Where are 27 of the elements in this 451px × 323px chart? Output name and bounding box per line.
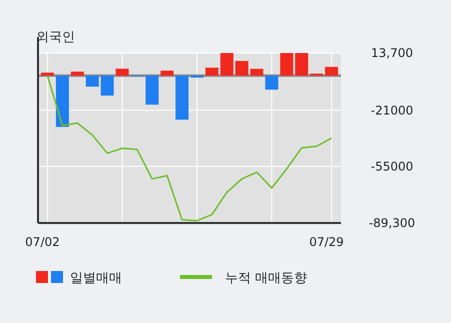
y-tick-label: -21000	[370, 103, 414, 118]
chart-title: 외국인	[36, 30, 75, 45]
bar	[235, 60, 248, 76]
bar	[40, 72, 54, 76]
bar	[295, 53, 308, 76]
bar	[250, 68, 264, 76]
legend-label: 누적 매매동향	[225, 271, 308, 286]
bar	[116, 68, 129, 76]
bar	[220, 53, 234, 76]
bar	[70, 72, 84, 76]
y-tick-label: -89,300	[368, 216, 416, 230]
y-tick-label: -55000	[370, 159, 414, 174]
bar	[160, 70, 174, 76]
bar	[100, 76, 114, 96]
bar	[265, 76, 278, 90]
bar	[325, 66, 338, 76]
bar	[146, 76, 159, 105]
legend-label: 일별매매	[70, 271, 122, 286]
bar	[280, 53, 294, 76]
line-series	[46, 74, 332, 222]
bar	[86, 76, 99, 87]
y-tick-label: 13,700	[371, 46, 413, 60]
x-tick-label: 07/02	[25, 235, 60, 249]
bar	[205, 68, 218, 76]
bar	[176, 76, 189, 120]
bar	[56, 76, 69, 127]
x-tick-label: 07/29	[309, 235, 344, 249]
